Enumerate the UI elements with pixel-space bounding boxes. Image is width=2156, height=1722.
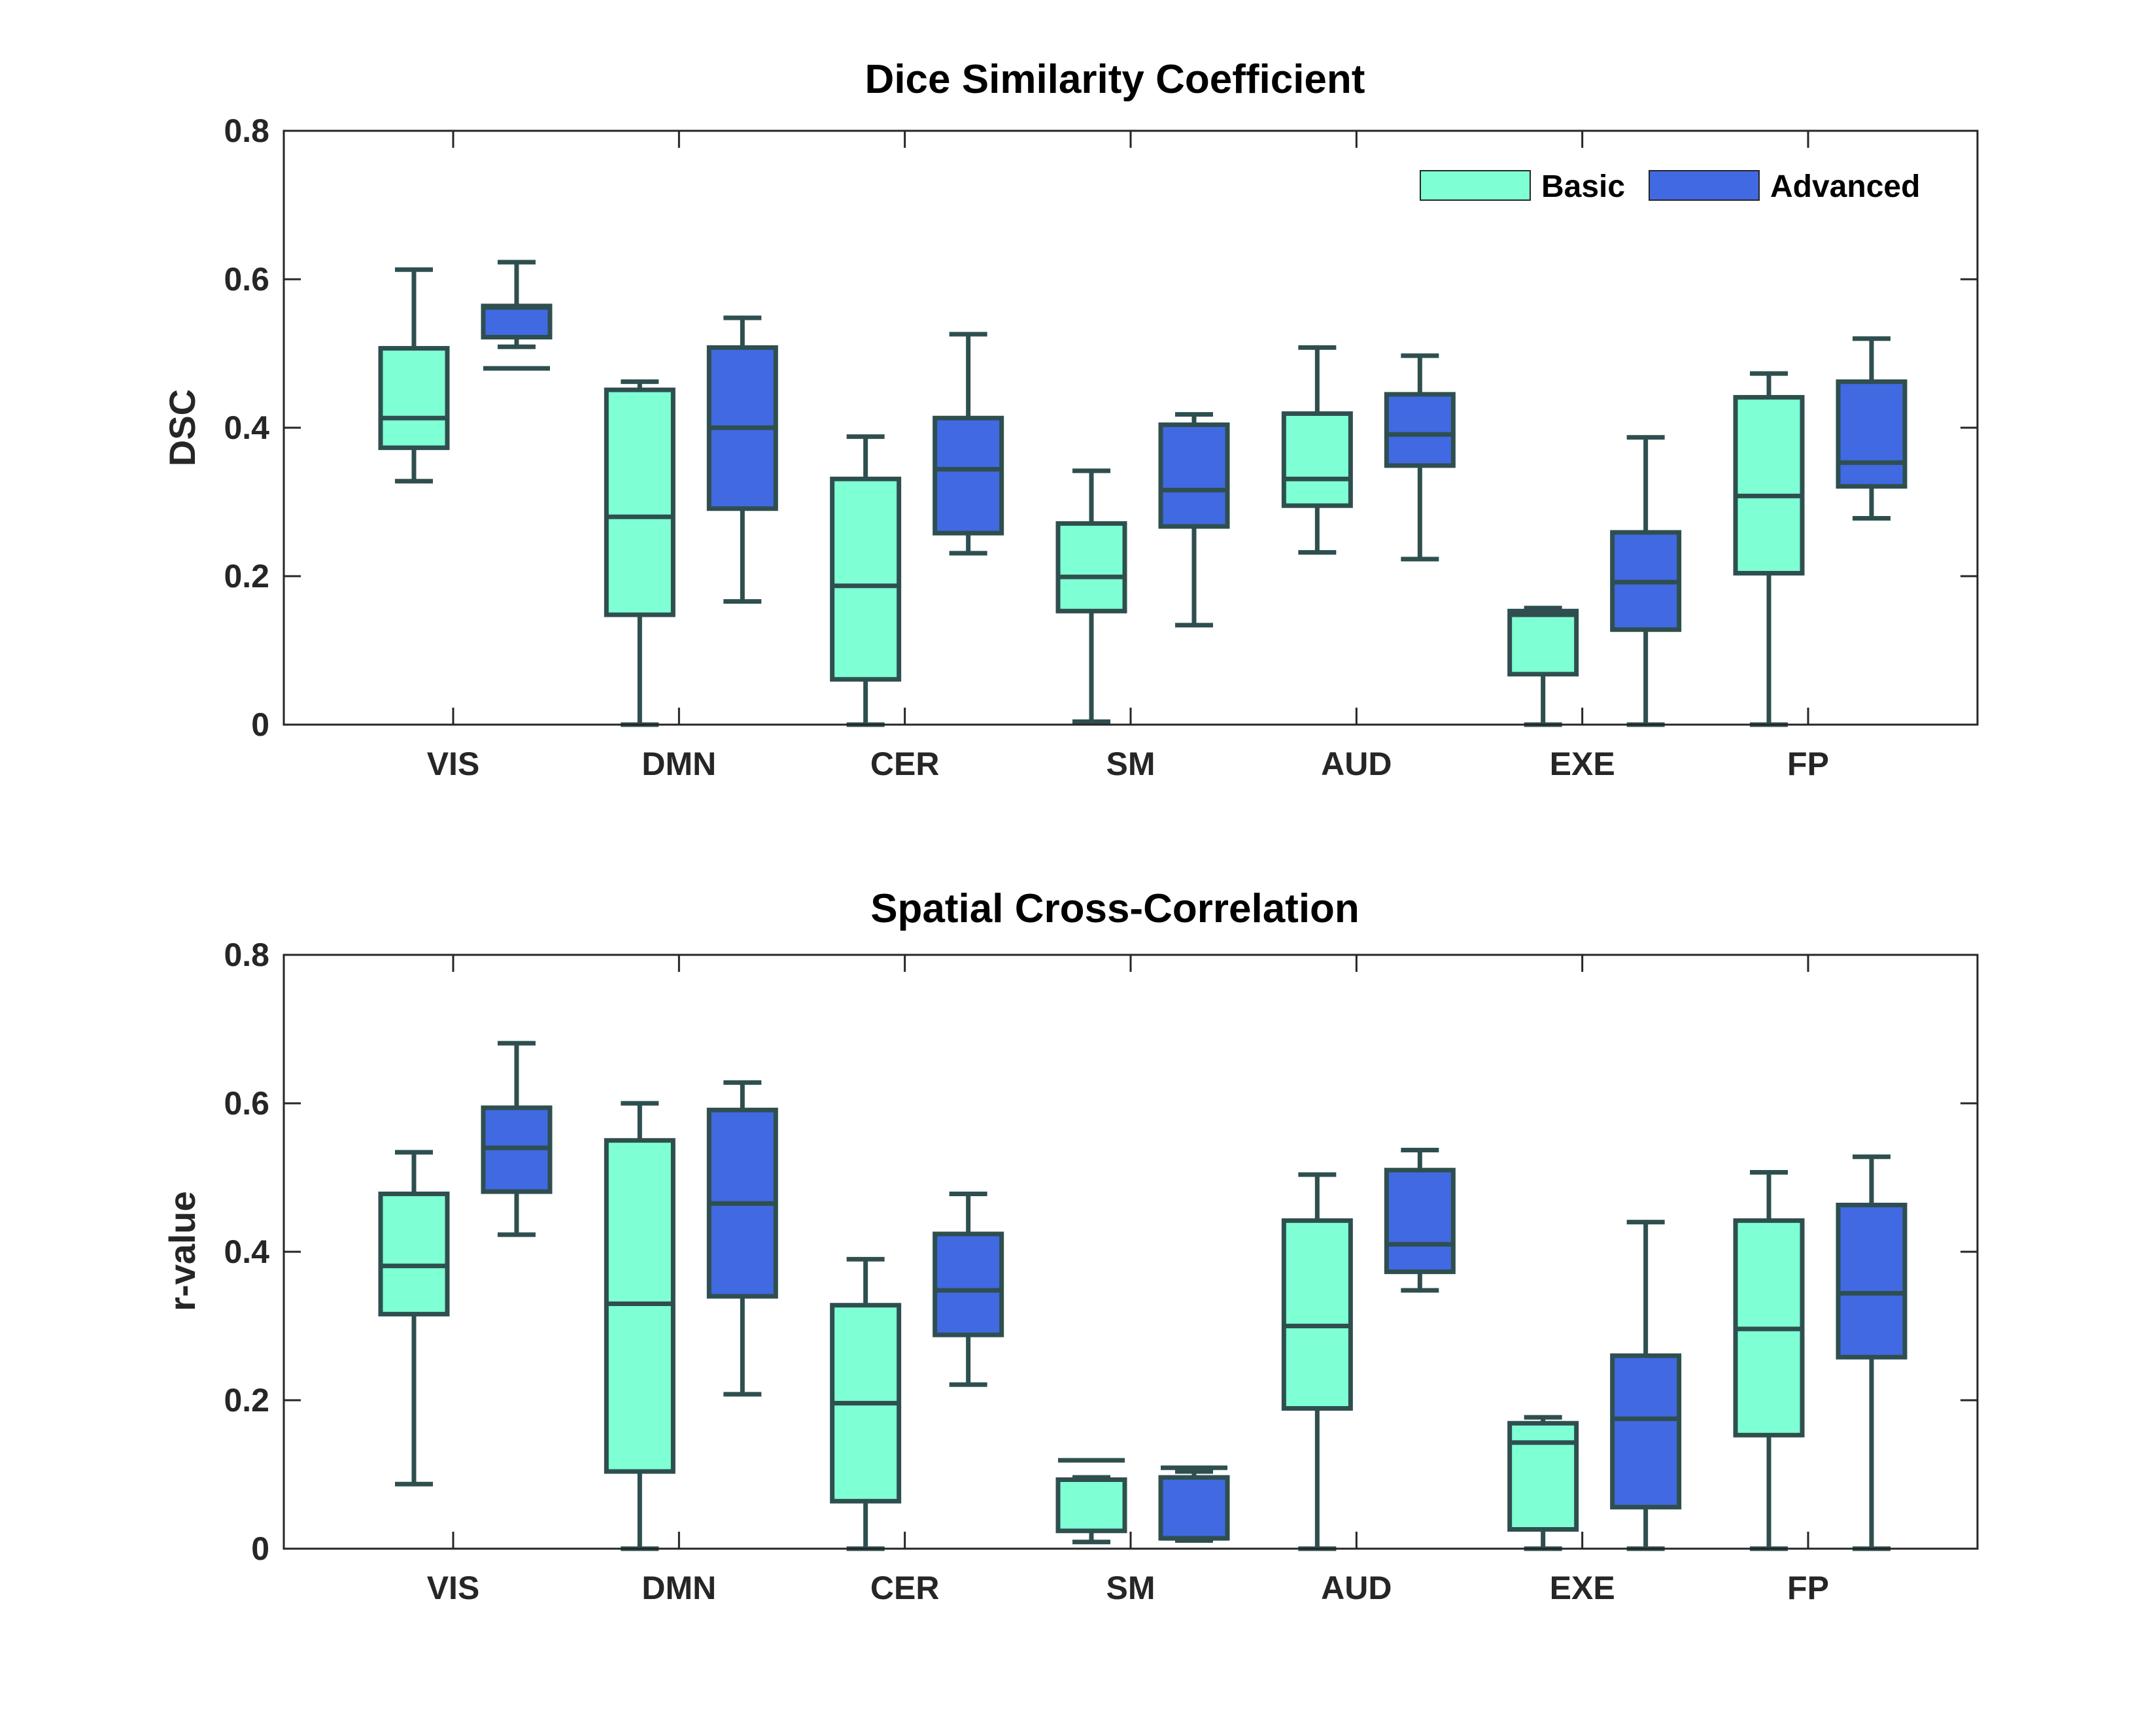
x-tick-label: SM bbox=[1106, 746, 1155, 782]
y-tick-label: 0.6 bbox=[224, 261, 269, 298]
box-iqr bbox=[1507, 1421, 1579, 1532]
chart-title: Spatial Cross-Correlation bbox=[870, 886, 1360, 931]
box-iqr bbox=[1281, 411, 1353, 508]
box-advanced-fp bbox=[1836, 1154, 1908, 1551]
box-advanced-fp bbox=[1836, 336, 1908, 521]
box-advanced-dmn bbox=[706, 315, 778, 604]
plot-frame bbox=[282, 129, 1979, 726]
box-basic-fp bbox=[1733, 1170, 1805, 1551]
box-basic-sm bbox=[1055, 468, 1127, 724]
box-iqr bbox=[830, 476, 902, 682]
legend: Basic Advanced bbox=[1420, 169, 1920, 204]
x-tick-label: DMN bbox=[642, 1570, 716, 1606]
box-iqr bbox=[1055, 521, 1127, 613]
x-tick-label: VIS bbox=[427, 1570, 480, 1606]
plot-frame bbox=[282, 954, 1979, 1550]
box-iqr bbox=[1610, 1353, 1682, 1509]
box-basic-fp bbox=[1733, 371, 1805, 727]
y-axis-label: DSC bbox=[162, 389, 203, 466]
x-ticks: VIS DMN CER SM AUD EXE FP bbox=[427, 955, 1829, 1606]
y-tick-label: 0.4 bbox=[224, 1233, 269, 1270]
box-advanced-exe bbox=[1610, 1220, 1682, 1551]
x-tick-label: CER bbox=[870, 1570, 940, 1606]
y-tick-label: 0.2 bbox=[224, 1382, 269, 1419]
y-ticks: 0 0.2 0.4 0.6 0.8 bbox=[224, 112, 1977, 743]
legend-swatch-advanced bbox=[1649, 170, 1760, 201]
box-iqr bbox=[378, 1191, 450, 1317]
x-tick-label: FP bbox=[1787, 746, 1829, 782]
y-tick-label: 0 bbox=[251, 1530, 269, 1567]
box-advanced-vis bbox=[481, 1041, 553, 1237]
box-basic-aud bbox=[1281, 1172, 1353, 1551]
box-iqr bbox=[378, 346, 450, 451]
boxes bbox=[378, 260, 1908, 727]
x-tick-label: AUD bbox=[1321, 1570, 1392, 1606]
box-advanced-cer bbox=[933, 1191, 1004, 1387]
x-tick-label: FP bbox=[1787, 1570, 1829, 1606]
box-advanced-sm bbox=[1158, 1465, 1230, 1543]
x-tick-label: DMN bbox=[642, 746, 716, 782]
box-iqr bbox=[1836, 379, 1908, 489]
box-advanced-aud bbox=[1384, 1148, 1456, 1293]
box-basic-exe bbox=[1507, 606, 1579, 727]
dsc-panel: Dice Similarity Coefficient DSC 00.20.40… bbox=[162, 57, 1979, 782]
box-iqr bbox=[1507, 608, 1579, 677]
box-basic-cer bbox=[830, 1256, 902, 1551]
x-tick-label: VIS bbox=[427, 746, 480, 782]
legend-label-advanced: Advanced bbox=[1770, 169, 1920, 204]
y-tick-label: 0.6 bbox=[224, 1085, 269, 1122]
box-basic-dmn bbox=[604, 1101, 676, 1551]
box-basic-exe bbox=[1507, 1415, 1579, 1551]
box-basic-vis bbox=[378, 267, 450, 484]
x-ticks: VIS DMN CER SM AUD EXE FP bbox=[427, 131, 1829, 782]
correlation-panel: Spatial Cross-Correlation r-value 0 0.2 0.… bbox=[162, 886, 1979, 1606]
x-tick-label: AUD bbox=[1321, 746, 1392, 782]
box-basic-cer bbox=[830, 434, 902, 727]
y-ticks: 0 0.2 0.4 0.6 0.8 bbox=[224, 937, 1977, 1567]
box-advanced-cer bbox=[933, 332, 1004, 556]
x-tick-label: EXE bbox=[1550, 746, 1615, 782]
box-iqr bbox=[933, 1231, 1004, 1337]
box-basic-vis bbox=[378, 1150, 450, 1487]
y-tick-label: 0.4 bbox=[224, 409, 269, 446]
box-advanced-sm bbox=[1158, 412, 1230, 628]
box-iqr bbox=[1733, 394, 1805, 576]
y-tick-label: 0 bbox=[251, 706, 269, 743]
x-tick-label: CER bbox=[870, 746, 940, 782]
y-tick-label: 0.2 bbox=[224, 558, 269, 594]
x-tick-label: EXE bbox=[1550, 1570, 1615, 1606]
legend-swatch-basic bbox=[1420, 170, 1531, 201]
box-iqr bbox=[481, 303, 553, 340]
box-iqr bbox=[1158, 422, 1230, 529]
box-basic-sm bbox=[1055, 1458, 1127, 1545]
y-axis-label: r-value bbox=[162, 1191, 203, 1311]
y-tick-label: 0.8 bbox=[224, 937, 269, 973]
box-iqr bbox=[604, 387, 676, 617]
box-iqr bbox=[933, 415, 1004, 536]
box-iqr bbox=[1055, 1477, 1127, 1534]
x-tick-label: SM bbox=[1106, 1570, 1155, 1606]
box-iqr bbox=[1384, 392, 1456, 468]
box-basic-aud bbox=[1281, 345, 1353, 555]
box-advanced-exe bbox=[1610, 435, 1682, 727]
box-basic-dmn bbox=[604, 379, 676, 727]
boxes bbox=[378, 1041, 1908, 1551]
box-iqr bbox=[1158, 1475, 1230, 1541]
box-iqr bbox=[1281, 1218, 1353, 1411]
box-advanced-dmn bbox=[706, 1080, 778, 1397]
box-iqr bbox=[1836, 1202, 1908, 1360]
box-advanced-vis bbox=[481, 260, 553, 371]
box-iqr bbox=[1384, 1167, 1456, 1275]
legend-label-basic: Basic bbox=[1541, 169, 1625, 204]
box-advanced-aud bbox=[1384, 353, 1456, 562]
y-tick-label: 0.8 bbox=[224, 112, 269, 149]
chart-title: Dice Similarity Coefficient bbox=[865, 57, 1365, 102]
